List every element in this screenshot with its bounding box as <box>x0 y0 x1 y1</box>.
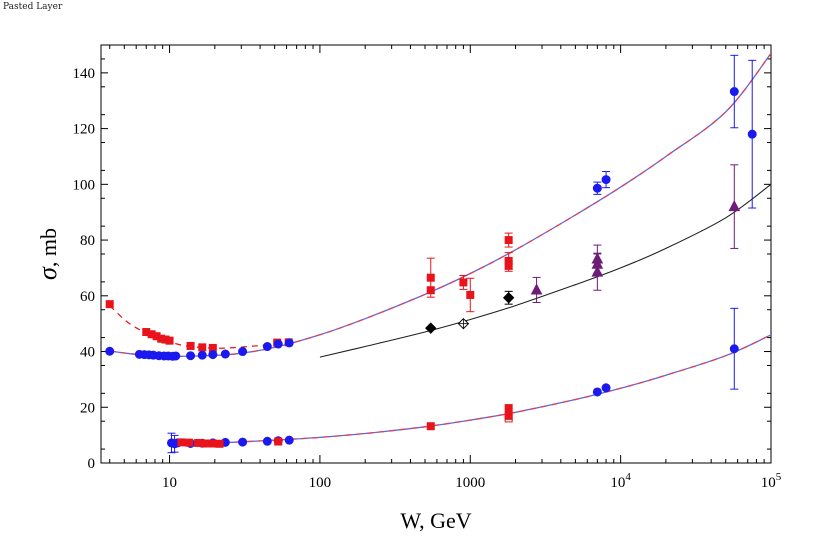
inelastic-sppbar-point <box>502 292 515 304</box>
elastic-pp-point <box>200 439 209 448</box>
x-axis-title: W, GeV <box>400 508 471 533</box>
y-tick-label: 80 <box>80 233 95 249</box>
y-tick-label: 100 <box>73 177 96 193</box>
elastic-pp-point <box>215 439 224 448</box>
pbar-p-total-point <box>220 349 230 359</box>
pp-total-point <box>504 261 513 270</box>
elastic-pbar-p-point <box>284 435 294 445</box>
elastic-pbar-p-point <box>601 383 611 393</box>
x-tick-label: 104 <box>610 471 631 491</box>
y-tick-label: 20 <box>80 400 95 416</box>
pbar-p-total-point <box>262 342 272 352</box>
inelastic-sppbar-point <box>425 322 437 334</box>
elastic-pp-point <box>504 411 513 420</box>
inelastic-fit <box>319 183 771 358</box>
pbar-p-total-point <box>197 350 207 360</box>
elastic-pp-point <box>177 438 186 447</box>
pbar-p-total-point <box>238 347 248 357</box>
fit-curves <box>109 53 771 445</box>
pp-total-point <box>504 236 513 245</box>
sigma-symbol: σ <box>33 266 62 280</box>
y-tick-label: 0 <box>88 456 96 472</box>
elastic-pp-point <box>504 404 513 413</box>
pp-total-point <box>198 343 207 352</box>
pp-total-point <box>466 290 475 299</box>
inelastic-atlas-point <box>591 265 604 277</box>
total-cross-section-fit-solid <box>109 53 771 357</box>
total-cross-section-fit-dashed <box>109 53 771 357</box>
pbar-p-total-point <box>729 87 739 97</box>
elastic-pp-point <box>208 439 217 448</box>
x-tick-label: 100 <box>309 475 332 491</box>
pp-low-energy-fit <box>109 305 287 349</box>
x-tick-label: 1000 <box>455 475 485 491</box>
pbar-p-total-point <box>592 183 602 193</box>
elastic-pbar-p-point <box>592 387 602 397</box>
elastic-fit-solid <box>169 334 771 445</box>
pbar-p-total-point <box>208 350 218 360</box>
pp-total-point <box>459 278 468 287</box>
elastic-pp-point <box>504 414 513 423</box>
axis-ticks: 0 20 40 60 80 100 120 140 10 100 1000 104 105 <box>73 45 782 491</box>
pbar-p-total-point <box>273 339 283 349</box>
elastic-pp-point <box>426 422 435 431</box>
y-axis-title: σ, mb <box>33 228 62 280</box>
pbar-p-total-point <box>171 351 181 361</box>
y-tick-label: 40 <box>80 345 95 361</box>
elastic-pp-point <box>194 438 203 447</box>
y-tick-label: 120 <box>73 122 96 138</box>
y-tick-label: 140 <box>73 66 96 82</box>
pp-total-point <box>426 273 435 282</box>
x-tick-label: 105 <box>761 471 782 491</box>
pasted-layer-label: Pasted Layer <box>3 2 63 12</box>
y-tick-label: 60 <box>80 289 95 305</box>
elastic-pp-point <box>274 437 283 446</box>
x-tick-label: 10 <box>162 475 177 491</box>
pbar-p-total-point <box>284 338 294 348</box>
elastic-pp-point <box>185 438 194 447</box>
elastic-pbar-p-point <box>238 437 248 447</box>
inelastic-atlas-point <box>728 200 741 212</box>
pbar-p-total-point <box>747 129 757 139</box>
plot-frame <box>100 44 772 464</box>
pp-total-point <box>165 336 174 345</box>
elastic-fit-dashed <box>169 334 771 445</box>
y-axis-unit: , mb <box>36 228 61 267</box>
pbar-p-total-point <box>186 351 196 361</box>
elastic-pbar-p-point <box>729 344 739 354</box>
elastic-pbar-p-point <box>262 436 272 446</box>
inelastic-atlas-point <box>530 283 543 295</box>
data-markers <box>105 54 757 454</box>
pp-total-point <box>105 300 114 309</box>
pbar-p-total-point <box>105 346 115 356</box>
pbar-p-total-point <box>601 175 611 185</box>
pp-total-point <box>186 341 195 350</box>
